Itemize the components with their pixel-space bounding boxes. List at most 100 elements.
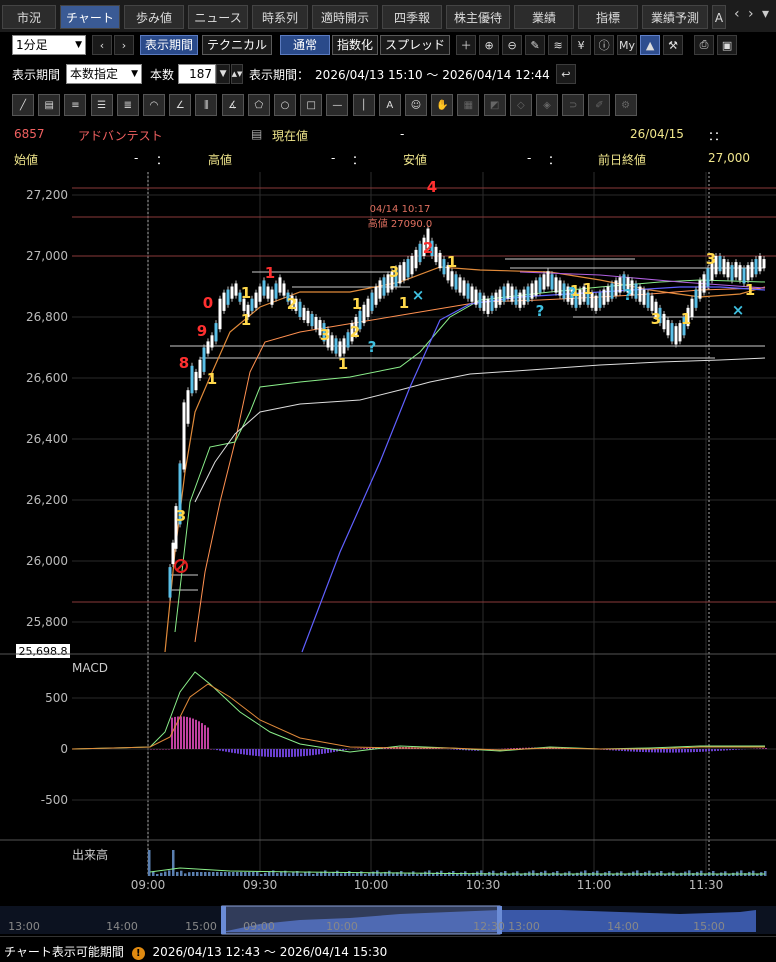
candle-body [178,463,182,525]
zoom-out-icon[interactable]: ⊖ [502,35,523,55]
fib-tool-icon[interactable]: ☰ [90,94,113,116]
hlines-tool-icon[interactable]: ≡ [64,94,87,116]
volume-bar [532,870,535,876]
eraser-tool-icon[interactable]: ◇ [509,94,532,116]
period-mode-select[interactable]: 本数指定 ▼ [66,64,143,84]
macd-histogram-bar [468,749,470,751]
candle-body [234,283,238,296]
tab-7[interactable]: 株主優待 [446,5,510,29]
candle-body [302,307,306,321]
count-dropdown-icon[interactable]: ▼ [216,64,231,84]
fib-ext-tool-icon[interactable]: ≣ [116,94,139,116]
candle-body [550,274,554,290]
tab-5[interactable]: 適時開示 [312,5,378,29]
icon-tool-icon[interactable]: ☺ [405,94,427,116]
macd-histogram-bar [738,749,740,750]
tab-2[interactable]: 歩み値 [124,5,184,29]
macd-histogram-bar [435,748,437,749]
count-input[interactable]: 187 [178,64,217,84]
macd-histogram-bar [723,749,725,751]
my-icon[interactable]: My [617,35,638,55]
macd-histogram-bar [201,723,203,749]
volume-bar [172,850,175,876]
shade-tool-icon[interactable]: ◩ [483,94,506,116]
channel-tool-icon[interactable]: ▤ [38,94,61,116]
candle-body [190,365,194,394]
interval-select[interactable]: 1分足 ▼ [12,35,86,55]
count-stepper-icon[interactable]: ▲▼ [231,64,244,84]
count-marker: 1 [399,294,409,312]
volume-bar [364,874,367,876]
macd-histogram-bar [258,749,260,757]
count-marker: 1 [265,264,275,282]
window-icon[interactable]: ▣ [717,35,738,55]
tab-4[interactable]: 時系列 [252,5,308,29]
magnet-tool-icon[interactable]: ⊃ [562,94,585,116]
tab-3[interactable]: ニュース [188,5,248,29]
text-tool-icon[interactable]: A [378,94,401,116]
candle-body [346,332,350,348]
display-period-button[interactable]: 表示期間 [140,35,199,55]
normal-button[interactable]: 通常 [280,35,331,55]
candle-body [626,277,630,293]
candle-body [646,292,650,308]
tab-prev-icon[interactable]: ‹ [734,6,740,22]
lock-tool-icon[interactable]: ✐ [588,94,611,116]
tab-more-icon[interactable]: ▾ [762,6,770,22]
spread-button[interactable]: スプレッド [380,35,451,55]
tab-11[interactable]: A [712,5,726,29]
count-marker: 3 [651,310,661,328]
plus-icon[interactable]: ＋ [456,35,477,55]
macd-histogram-bar [264,749,266,757]
zoom-in-icon[interactable]: ⊕ [479,35,500,55]
tab-10[interactable]: 業績予測 [642,5,708,29]
prev-icon[interactable]: ‹ [92,35,112,55]
macd-histogram-bar [702,749,704,752]
candle-body [610,283,614,299]
volume-bar [600,873,603,876]
circle-tool-icon[interactable]: ○ [274,94,296,116]
angle-tool-icon[interactable]: ∡ [221,94,244,116]
pencil-icon[interactable]: ✎ [525,35,546,55]
tab-0[interactable]: 市況 [2,5,56,29]
tab-1[interactable]: チャート [60,5,120,29]
yen-icon[interactable]: ¥ [571,35,592,55]
wrench-icon[interactable]: ⚒ [663,35,684,55]
print-icon[interactable]: ⎙ [694,35,715,55]
gear-tool-icon[interactable]: ⚙ [614,94,637,116]
candle-body [182,402,186,470]
signal-icon[interactable]: ≋ [548,35,569,55]
pentagon-tool-icon[interactable]: ⬠ [247,94,270,116]
navigator-left-handle[interactable] [221,906,226,934]
technical-button[interactable]: テクニカル [202,35,273,55]
line-tool-icon[interactable]: ╱ [12,94,34,116]
rect-tool-icon[interactable]: □ [300,94,323,116]
candle-body [446,265,450,281]
vlines-tool-icon[interactable]: ⫼ [195,94,218,116]
eraser2-tool-icon[interactable]: ◈ [536,94,558,116]
arc-tool-icon[interactable]: ◠ [143,94,165,116]
macd-histogram-bar [681,749,683,753]
tab-6[interactable]: 四季報 [382,5,442,29]
fan-tool-icon[interactable]: ∠ [169,94,192,116]
count-marker: 2 [423,239,433,257]
volume-bar [268,871,271,876]
return-icon[interactable]: ↩ [555,64,576,84]
tab-next-icon[interactable]: › [748,6,754,22]
price-chart[interactable]: 27,200 27,000 26,800 26,600 26,400 26,200 26,0… [0,172,776,936]
area-chart-icon[interactable]: ▲ [640,35,661,55]
hline-tool-icon[interactable]: — [326,94,349,116]
next-icon[interactable]: › [114,35,134,55]
hand-tool-icon[interactable]: ✋ [431,94,454,116]
tab-9[interactable]: 指標 [578,5,638,29]
vline-tool-icon[interactable]: │ [352,94,375,116]
navigator-right-handle[interactable] [497,906,502,934]
info-icon[interactable]: ⓘ [594,35,615,55]
tab-8[interactable]: 業績 [514,5,574,29]
grid-tool-icon[interactable]: ▦ [457,94,480,116]
index-button[interactable]: 指数化 [332,35,379,55]
volume-bar [196,872,199,876]
macd-histogram-bar [165,749,167,750]
ma-purple-line [519,271,766,289]
volume-bar [316,872,319,876]
